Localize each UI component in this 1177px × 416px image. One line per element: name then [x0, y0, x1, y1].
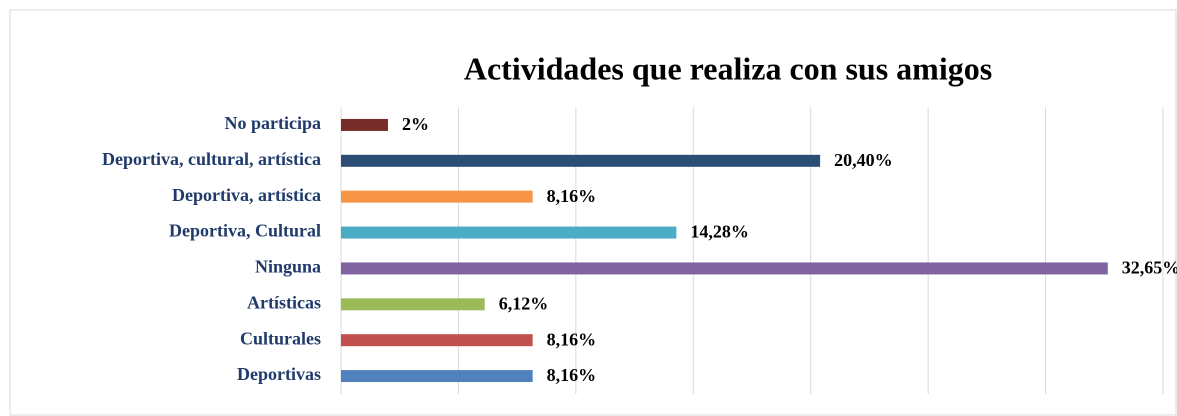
y-tick-label: Ninguna — [255, 257, 321, 277]
value-label: 32,65% — [1122, 258, 1177, 278]
chart-border — [9, 9, 1177, 416]
value-label: 2% — [402, 114, 429, 134]
value-label: 8,16% — [547, 329, 597, 349]
y-tick-label: No participa — [225, 113, 322, 133]
y-tick-label: Culturales — [240, 328, 321, 348]
bar — [341, 298, 485, 311]
y-tick-label: Deportiva, artística — [172, 185, 321, 205]
bar — [341, 118, 388, 131]
bar — [341, 226, 677, 239]
y-tick-label: Artísticas — [247, 292, 321, 312]
bar — [341, 262, 1108, 275]
value-label: 8,16% — [547, 186, 597, 206]
value-label: 20,40% — [834, 150, 893, 170]
y-tick-label: Deportivas — [237, 364, 321, 384]
y-tick-label: Deportiva, cultural, artística — [102, 149, 321, 169]
y-tick-label: Deportiva, Cultural — [169, 221, 321, 241]
bar — [341, 190, 533, 203]
bar — [341, 334, 533, 347]
value-label: 14,28% — [690, 222, 749, 242]
value-label: 8,16% — [547, 365, 597, 385]
bar — [341, 154, 821, 167]
bar — [341, 370, 533, 383]
chart-title: Actividades que realiza con sus amigos — [464, 50, 992, 86]
value-label: 6,12% — [499, 293, 548, 313]
